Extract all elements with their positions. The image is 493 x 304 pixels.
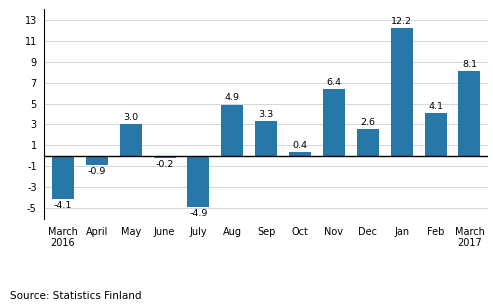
Text: -0.2: -0.2 — [155, 160, 174, 169]
Text: 4.9: 4.9 — [225, 93, 240, 102]
Bar — [120, 125, 142, 156]
Bar — [424, 113, 447, 156]
Text: 12.2: 12.2 — [391, 17, 412, 26]
Text: 0.4: 0.4 — [292, 141, 308, 150]
Text: 3.3: 3.3 — [259, 110, 274, 119]
Text: 2.6: 2.6 — [360, 118, 375, 126]
Bar — [221, 105, 244, 156]
Bar — [458, 71, 481, 156]
Text: 8.1: 8.1 — [462, 60, 477, 69]
Text: -4.1: -4.1 — [54, 201, 72, 210]
Text: -4.9: -4.9 — [189, 209, 208, 219]
Text: 4.1: 4.1 — [428, 102, 443, 111]
Text: Source: Statistics Finland: Source: Statistics Finland — [10, 291, 141, 301]
Bar — [86, 156, 108, 165]
Bar — [357, 129, 379, 156]
Text: 3.0: 3.0 — [123, 113, 139, 123]
Bar — [289, 152, 311, 156]
Bar — [323, 89, 345, 156]
Text: 6.4: 6.4 — [326, 78, 342, 87]
Bar — [390, 28, 413, 156]
Bar — [255, 121, 277, 156]
Text: -0.9: -0.9 — [88, 168, 106, 177]
Bar — [154, 156, 176, 158]
Bar — [52, 156, 74, 199]
Bar — [187, 156, 210, 207]
